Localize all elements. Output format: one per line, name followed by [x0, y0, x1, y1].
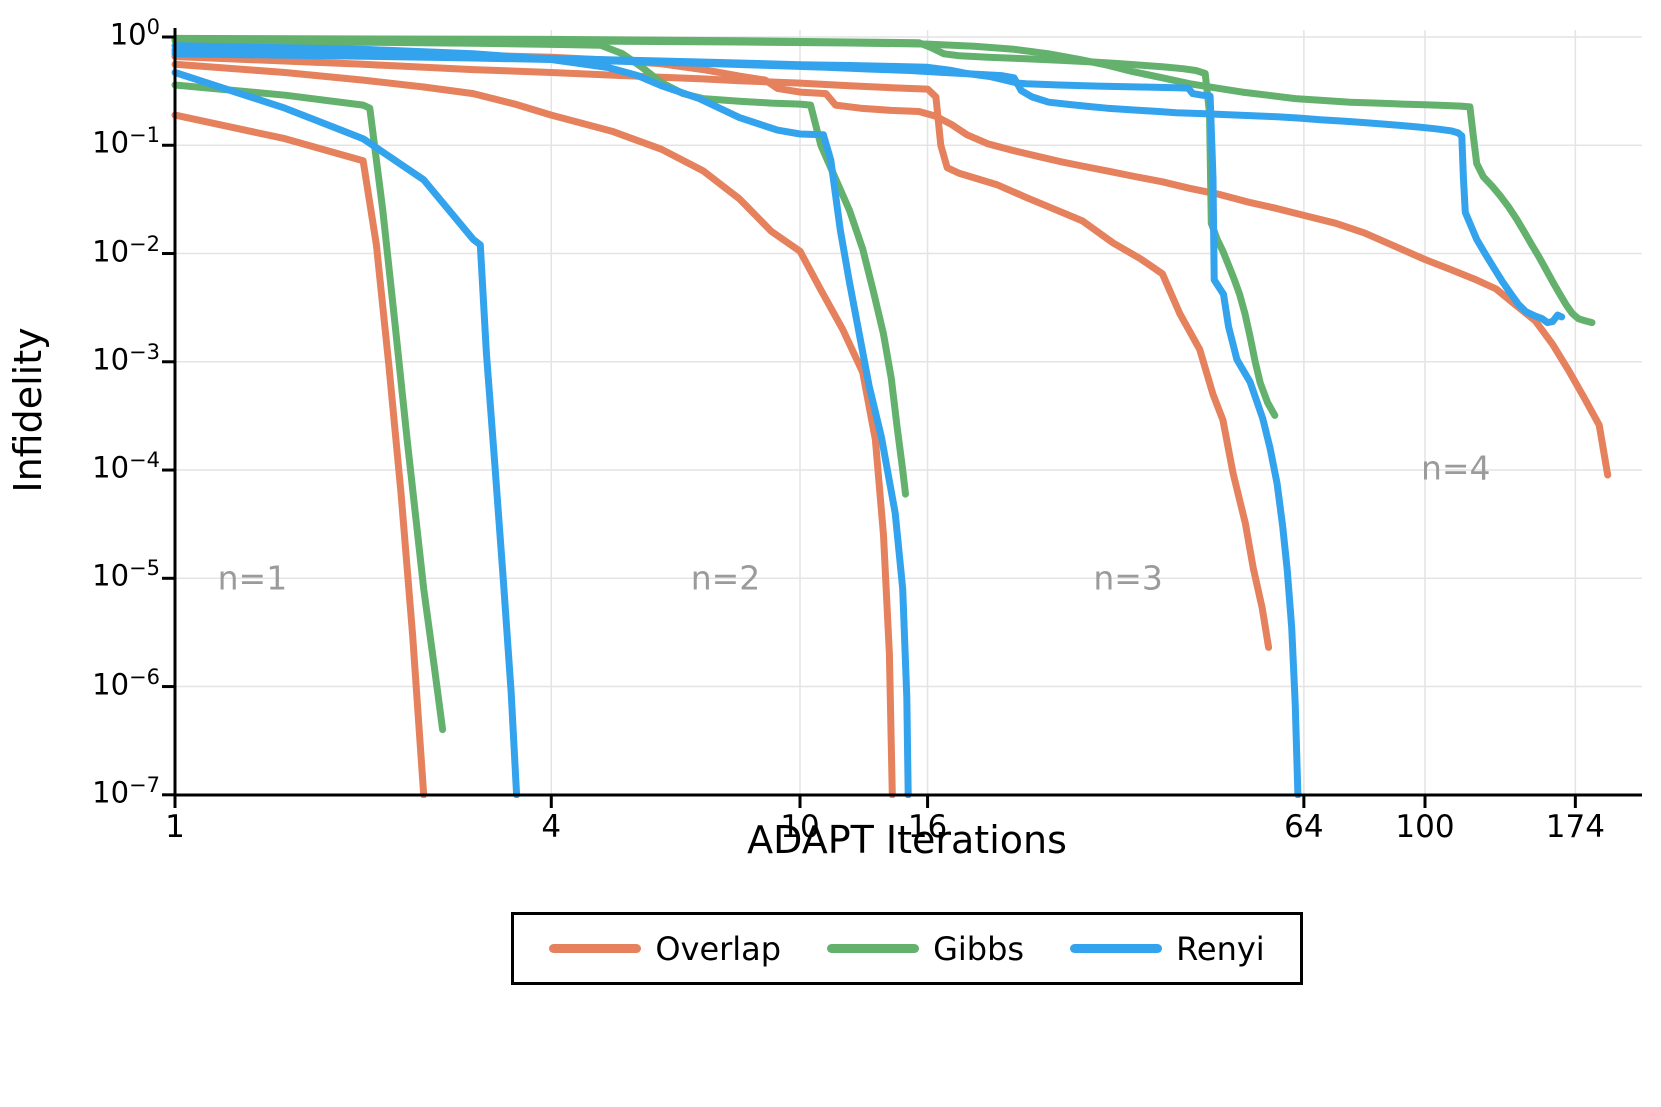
annotation-n4: n=4 [1420, 448, 1491, 488]
legend-swatch-gibbs [827, 944, 920, 953]
curve-renyi-n=4 [171, 50, 1566, 327]
legend-swatch-overlap [549, 944, 642, 953]
x-axis-title: ADAPT Iterations [747, 818, 1067, 862]
legend-label-renyi: Renyi [1176, 929, 1265, 968]
curve-overlap-n=4 [171, 47, 1612, 479]
legend-item-overlap: Overlap [549, 930, 781, 968]
curve-overlap-n=1 [171, 111, 428, 798]
curve-renyi-n=2 [171, 42, 912, 798]
x-tick-label-64: 64 [1284, 809, 1324, 845]
series-gibbs [171, 34, 1596, 734]
axes [162, 28, 1642, 808]
annotation-n1: n=1 [217, 558, 288, 598]
y-axis-title: Infidelity [6, 327, 50, 493]
legend-item-renyi: Renyi [1070, 930, 1265, 968]
x-tick-label-1: 1 [165, 809, 185, 845]
legend-item-gibbs: Gibbs [827, 930, 1024, 968]
y-tick-label-1e-2: 10−2 [92, 231, 160, 269]
curve-overlap-n=2 [171, 60, 896, 798]
series-overlap [171, 47, 1612, 798]
series-curves [171, 34, 1612, 798]
y-tick-label-1e-1: 10−1 [92, 123, 160, 160]
x-tick-label-16: 16 [907, 809, 948, 845]
curve-overlap-n=3 [171, 53, 1273, 651]
curve-gibbs-n=4 [171, 36, 1596, 327]
annotation-n3: n=3 [1093, 558, 1163, 598]
curve-renyi-n=3 [171, 46, 1302, 798]
curve-renyi-n=1 [171, 69, 521, 798]
x-tick-label-100: 100 [1395, 809, 1455, 845]
legend-label-gibbs: Gibbs [933, 929, 1025, 968]
curve-gibbs-n=1 [171, 81, 447, 734]
x-tick-label-4: 4 [541, 809, 562, 845]
legend-label-overlap: Overlap [655, 929, 782, 968]
x-tick-label-174: 174 [1545, 809, 1605, 845]
series-renyi [171, 42, 1566, 798]
y-tick-label-1e-5: 10−5 [92, 556, 160, 593]
annotation-n2: n=2 [690, 558, 761, 598]
legend: Overlap Gibbs Renyi [511, 912, 1303, 985]
y-tick-label-1e-6: 10−6 [92, 664, 160, 702]
x-tick-label-10: 10 [780, 809, 820, 845]
y-tick-label-1e0: 100 [109, 15, 160, 52]
y-tick-label-1e-4: 10−4 [92, 448, 160, 485]
curve-gibbs-n=2 [171, 37, 909, 498]
y-tick-label-1e-7: 10−7 [92, 772, 160, 810]
curve-gibbs-n=3 [171, 34, 1279, 419]
legend-swatch-renyi [1070, 944, 1163, 953]
y-tick-label-1e-3: 10−3 [92, 339, 160, 377]
